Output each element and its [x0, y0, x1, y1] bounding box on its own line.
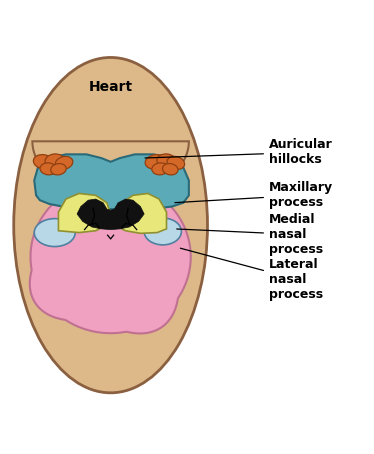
Ellipse shape [157, 154, 176, 168]
Text: Maxillary
process: Maxillary process [175, 181, 333, 209]
Ellipse shape [34, 219, 75, 247]
Polygon shape [30, 180, 191, 333]
Ellipse shape [51, 163, 66, 175]
Polygon shape [34, 154, 189, 209]
Text: Heart: Heart [89, 80, 133, 94]
Ellipse shape [162, 163, 178, 175]
Ellipse shape [40, 163, 57, 175]
Ellipse shape [152, 163, 169, 175]
Ellipse shape [144, 218, 181, 245]
Ellipse shape [33, 155, 54, 169]
Polygon shape [58, 193, 111, 232]
Ellipse shape [14, 58, 208, 393]
Polygon shape [33, 141, 189, 195]
Text: Auricular
hillocks: Auricular hillocks [145, 138, 333, 167]
Ellipse shape [167, 156, 185, 169]
Ellipse shape [45, 154, 64, 168]
Polygon shape [114, 193, 166, 233]
Text: Medial
nasal
process: Medial nasal process [177, 213, 323, 256]
Ellipse shape [55, 156, 73, 169]
Text: Lateral
nasal
process: Lateral nasal process [180, 248, 323, 301]
Ellipse shape [145, 155, 165, 169]
Polygon shape [77, 199, 144, 230]
